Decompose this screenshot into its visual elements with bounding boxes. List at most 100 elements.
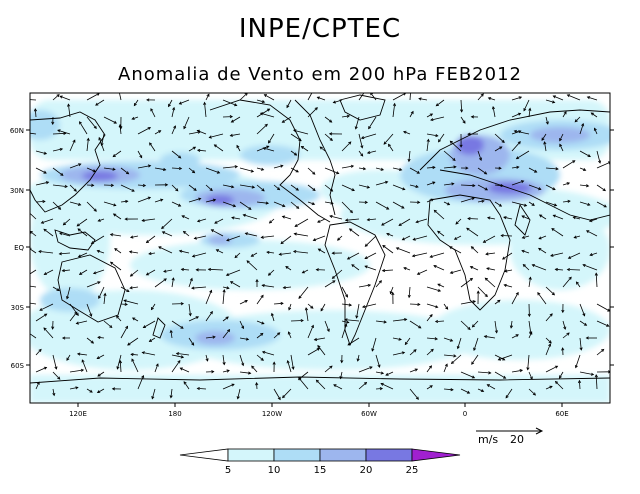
- wind-vector-head: [112, 213, 117, 217]
- wind-vector-head: [484, 277, 488, 281]
- anomaly-shading: [30, 100, 610, 403]
- wind-vector: [171, 150, 181, 159]
- wind-vector: [426, 303, 438, 308]
- wind-vector-head: [311, 202, 316, 206]
- wind-vector: [385, 371, 394, 376]
- asia-coast: [30, 111, 106, 213]
- wind-vector: [86, 281, 101, 288]
- wind-vector-head: [344, 218, 349, 222]
- wind-vector: [443, 354, 456, 357]
- wind-vector: [358, 93, 365, 101]
- wind-vector-head: [298, 138, 302, 142]
- wind-vector-head: [502, 375, 507, 379]
- wind-vector: [123, 300, 139, 305]
- wind-vector: [188, 184, 197, 191]
- colorbar-label-10: 10: [268, 465, 281, 476]
- wind-vector: [268, 133, 275, 144]
- wind-vector-head: [276, 187, 281, 191]
- wind-vector-head: [232, 204, 237, 208]
- wind-vector: [197, 388, 207, 390]
- wind-vector: [488, 97, 496, 101]
- wind-vector: [222, 201, 236, 207]
- eurasia-south-coast: [439, 169, 610, 221]
- wind-vector: [450, 269, 462, 274]
- wind-vector: [355, 116, 360, 129]
- wind-vector: [263, 147, 275, 152]
- wind-vector-head: [469, 266, 474, 269]
- wind-vector-head: [532, 392, 537, 396]
- wind-vector-head: [183, 381, 187, 385]
- wind-vector-head: [545, 121, 549, 125]
- wind-vector: [341, 286, 348, 298]
- wind-vector: [170, 388, 173, 398]
- wind-vector: [545, 365, 558, 373]
- wind-vector-head: [351, 264, 355, 268]
- wind-vector-head: [266, 250, 270, 254]
- wind-vector-head: [603, 204, 607, 208]
- wind-vector-head: [497, 357, 502, 361]
- wind-vector: [505, 388, 513, 399]
- wind-vector: [69, 387, 78, 390]
- wind-vector-head: [268, 220, 273, 224]
- wind-vector: [521, 250, 530, 254]
- wind-vector-head: [554, 365, 559, 369]
- wind-vector-head: [333, 384, 337, 388]
- wind-vector-head: [487, 97, 492, 101]
- wind-vector-head: [245, 337, 250, 341]
- wind-vector: [574, 116, 581, 123]
- wind-vector: [494, 201, 502, 207]
- wind-vector: [382, 245, 394, 254]
- wind-vector-head: [548, 343, 552, 347]
- wind-vector: [154, 130, 161, 135]
- wind-vector-head: [356, 358, 360, 362]
- wind-vector: [567, 94, 581, 101]
- wind-vector: [256, 108, 270, 118]
- wind-vector-head: [277, 332, 281, 336]
- wind-vector-head: [451, 182, 455, 186]
- wind-vector: [477, 167, 487, 175]
- wind-vector-head: [340, 360, 344, 364]
- wind-vector-head: [209, 310, 213, 315]
- wind-vector: [120, 326, 128, 339]
- wind-vector: [113, 213, 122, 220]
- wind-vector: [151, 303, 156, 310]
- wind-vector-head: [418, 325, 422, 329]
- wind-vector: [409, 184, 419, 188]
- wind-vector-head: [267, 272, 272, 276]
- wind-vector-head: [453, 236, 458, 240]
- wind-vector: [380, 383, 394, 390]
- wind-vector: [329, 215, 343, 220]
- wind-vector-head: [146, 98, 150, 102]
- wind-vector: [579, 380, 581, 390]
- wind-vector: [192, 252, 207, 257]
- wind-vector-head: [98, 295, 102, 300]
- wind-vector-head: [346, 256, 351, 260]
- wind-vector: [146, 235, 156, 243]
- wind-vector: [358, 133, 363, 148]
- wind-vector-head: [590, 372, 595, 376]
- wind-vector-head: [180, 355, 185, 359]
- wind-vector: [358, 167, 366, 170]
- latitude-ticks: [26, 129, 614, 366]
- wind-vector: [523, 99, 530, 111]
- wind-vector-head: [38, 348, 42, 352]
- latitude-labels: 60N 30N EQ 30S 60S: [10, 127, 25, 370]
- wind-vector-head: [196, 148, 201, 153]
- wind-vector-head: [538, 187, 542, 191]
- wind-vector-head: [295, 169, 299, 173]
- wind-vector: [494, 371, 506, 379]
- wind-vector-head: [180, 267, 185, 272]
- wind-vector-head: [74, 311, 78, 315]
- wind-vector-head: [538, 236, 542, 240]
- wind-vector-head: [182, 230, 187, 235]
- wind-vector: [460, 116, 466, 124]
- wind-vector: [205, 94, 210, 101]
- wind-vector-head: [260, 235, 264, 239]
- wind-vector-head: [465, 166, 469, 170]
- wind-vector: [403, 267, 411, 271]
- wind-vector-head: [404, 341, 408, 346]
- wind-vector-head: [147, 196, 152, 200]
- wind-vector-head: [529, 331, 533, 335]
- wind-vector: [375, 388, 383, 390]
- wind-vector: [149, 337, 156, 342]
